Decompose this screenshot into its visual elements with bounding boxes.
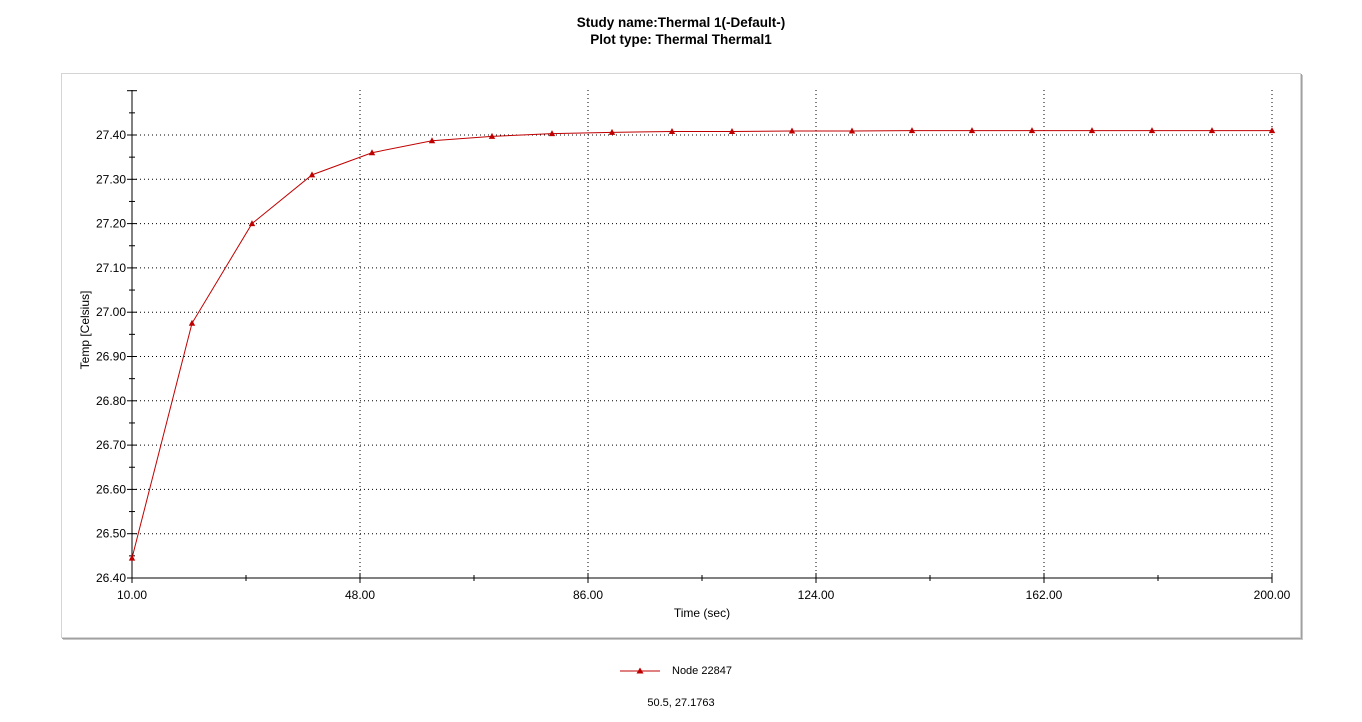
series-layer — [128, 127, 1276, 561]
grid-lines — [132, 90, 1273, 578]
x-tick-label: 86.00 — [573, 588, 603, 602]
y-tick-label: 27.40 — [96, 128, 126, 142]
x-tick-label: 48.00 — [345, 588, 375, 602]
y-tick-label: 27.10 — [96, 261, 126, 275]
data-point-marker — [848, 127, 856, 134]
cursor-readout: 50.5, 27.1763 — [647, 697, 715, 709]
data-point-marker — [548, 130, 556, 137]
data-point-marker — [428, 137, 436, 144]
plot-type-title: Plot type: Thermal Thermal1 — [590, 32, 772, 47]
y-tick-label: 27.00 — [96, 305, 126, 319]
tick-labels: 26.40 26.50 26.60 26.70 26.80 26.90 27.00 27.10… — [96, 128, 1291, 602]
y-tick-label: 26.80 — [96, 394, 126, 408]
data-point-marker — [728, 127, 736, 134]
plot-frame — [61, 73, 1301, 638]
y-axis-label: Temp [Celsius] — [78, 291, 92, 370]
data-point-marker — [1088, 127, 1096, 134]
y-tick-label: 26.50 — [96, 527, 126, 541]
data-point-marker — [968, 127, 976, 134]
y-tick-label: 27.30 — [96, 172, 126, 186]
y-tick-label: 26.90 — [96, 350, 126, 364]
legend-label: Node 22847 — [672, 665, 732, 677]
x-tick-label: 10.00 — [117, 588, 147, 602]
axes — [127, 90, 1273, 583]
data-point-marker — [188, 319, 196, 326]
legend: Node 22847 — [620, 663, 732, 679]
data-point-marker — [1268, 127, 1276, 134]
y-tick-label: 26.70 — [96, 438, 126, 452]
data-point-marker — [608, 128, 616, 135]
y-tick-label: 27.20 — [96, 217, 126, 231]
x-tick-label: 124.00 — [798, 588, 835, 602]
x-tick-label: 162.00 — [1026, 588, 1063, 602]
data-point-marker — [1028, 127, 1036, 134]
x-tick-label: 200.00 — [1254, 588, 1291, 602]
data-point-marker — [248, 220, 256, 227]
data-point-marker — [308, 171, 316, 178]
data-point-marker — [668, 127, 676, 134]
legend-swatch-node-22847 — [620, 667, 660, 674]
chart-title-block: Study name:Thermal 1(-Default-) Plot typ… — [0, 14, 1362, 48]
data-point-marker — [788, 127, 796, 134]
x-axis-label: Time (sec) — [674, 606, 730, 620]
data-point-marker — [368, 149, 376, 156]
data-point-marker — [1148, 127, 1156, 134]
data-point-marker — [488, 132, 496, 139]
study-name-title: Study name:Thermal 1(-Default-) — [576, 15, 786, 30]
y-tick-label: 26.40 — [96, 571, 126, 585]
y-tick-label: 26.60 — [96, 482, 126, 496]
data-point-marker — [128, 554, 136, 561]
data-point-marker — [908, 127, 916, 134]
series-line — [131, 130, 1272, 559]
data-point-marker — [1208, 127, 1216, 134]
